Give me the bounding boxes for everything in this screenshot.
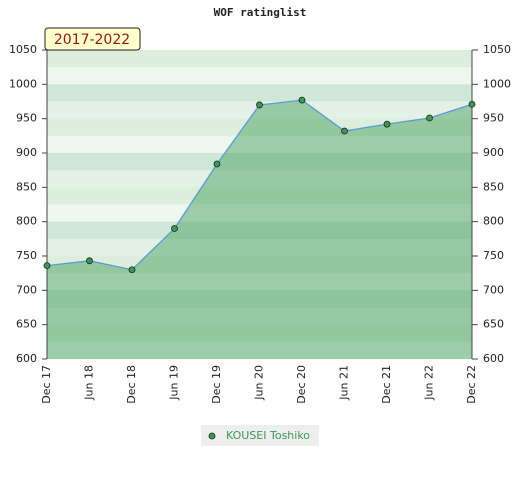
y-tick-label: 650 [16, 318, 37, 331]
stripe [47, 170, 472, 188]
y-tick-label: 850 [16, 180, 37, 193]
x-tick-label: Jun 21 [338, 365, 351, 401]
point [341, 127, 348, 135]
x-tick-label: Jun 22 [423, 365, 436, 401]
area [47, 100, 472, 360]
point [383, 120, 391, 128]
x-tick-label: Dec 21 [380, 365, 393, 404]
legend: KOUSEI Toshiko [201, 425, 319, 446]
x-tick-label: Dec 19 [210, 365, 223, 404]
point [298, 96, 306, 104]
x-tick-label: Jun 20 [253, 365, 266, 401]
y2-tick-label: 650 [483, 318, 504, 331]
y-tick-label: 1000 [9, 77, 37, 90]
point [256, 101, 263, 109]
stripe [47, 324, 472, 343]
y2-tick-label: 950 [483, 112, 504, 125]
y2-tick-label: 750 [483, 249, 504, 262]
legend-marker [208, 432, 216, 440]
y2-tick-label: 600 [483, 352, 504, 365]
stripe [47, 204, 472, 223]
legend-box [201, 425, 319, 446]
y2-tick-label: 850 [483, 180, 504, 193]
y-tick-label: 700 [16, 283, 37, 296]
point [426, 114, 433, 122]
point [128, 266, 136, 274]
annotation: 2017-2022 [54, 32, 130, 48]
y2-tick-label: 800 [483, 215, 504, 228]
x-tick-label: Dec 22 [465, 365, 478, 404]
stripe [47, 50, 472, 68]
x-tick-label: Dec 20 [295, 365, 308, 404]
y-tick-label: 600 [16, 352, 37, 365]
stripe [47, 238, 472, 257]
stripe [47, 84, 472, 102]
stripe [47, 307, 472, 326]
y2-tick-label: 1000 [483, 77, 511, 90]
stripe [47, 341, 472, 360]
y-tick-label: 1050 [9, 43, 37, 56]
point [468, 100, 476, 108]
y-tick-label: 750 [16, 249, 37, 262]
stripe [47, 67, 472, 85]
y2-tick-label: 700 [483, 283, 504, 296]
x-tick-label: Jun 18 [83, 365, 96, 401]
stripe [47, 256, 472, 274]
x-tick-label: Dec 17 [40, 365, 53, 404]
point [171, 225, 178, 232]
point [213, 160, 221, 168]
stripe [47, 290, 472, 308]
stripe [47, 221, 472, 240]
y2-tick-label: 1050 [483, 43, 511, 56]
stripe [47, 101, 472, 120]
legend-label: KOUSEI Toshiko [226, 429, 310, 442]
annotation-box [44, 27, 141, 51]
x-tick-label: Dec 18 [125, 365, 138, 404]
y-tick-label: 950 [16, 112, 37, 125]
y2-tick-label: 900 [483, 146, 504, 159]
stripe [47, 135, 472, 154]
stripe [47, 187, 472, 205]
point [86, 257, 93, 265]
y-tick-label: 800 [16, 215, 37, 228]
x-tick-label: Jun 19 [168, 365, 181, 401]
stripe [47, 153, 472, 171]
chart-title: WOF ratinglist [214, 6, 307, 19]
stripe [47, 118, 472, 137]
stripe [47, 273, 472, 291]
y-tick-label: 900 [16, 146, 37, 159]
plot-background [47, 50, 472, 360]
point [43, 262, 51, 270]
